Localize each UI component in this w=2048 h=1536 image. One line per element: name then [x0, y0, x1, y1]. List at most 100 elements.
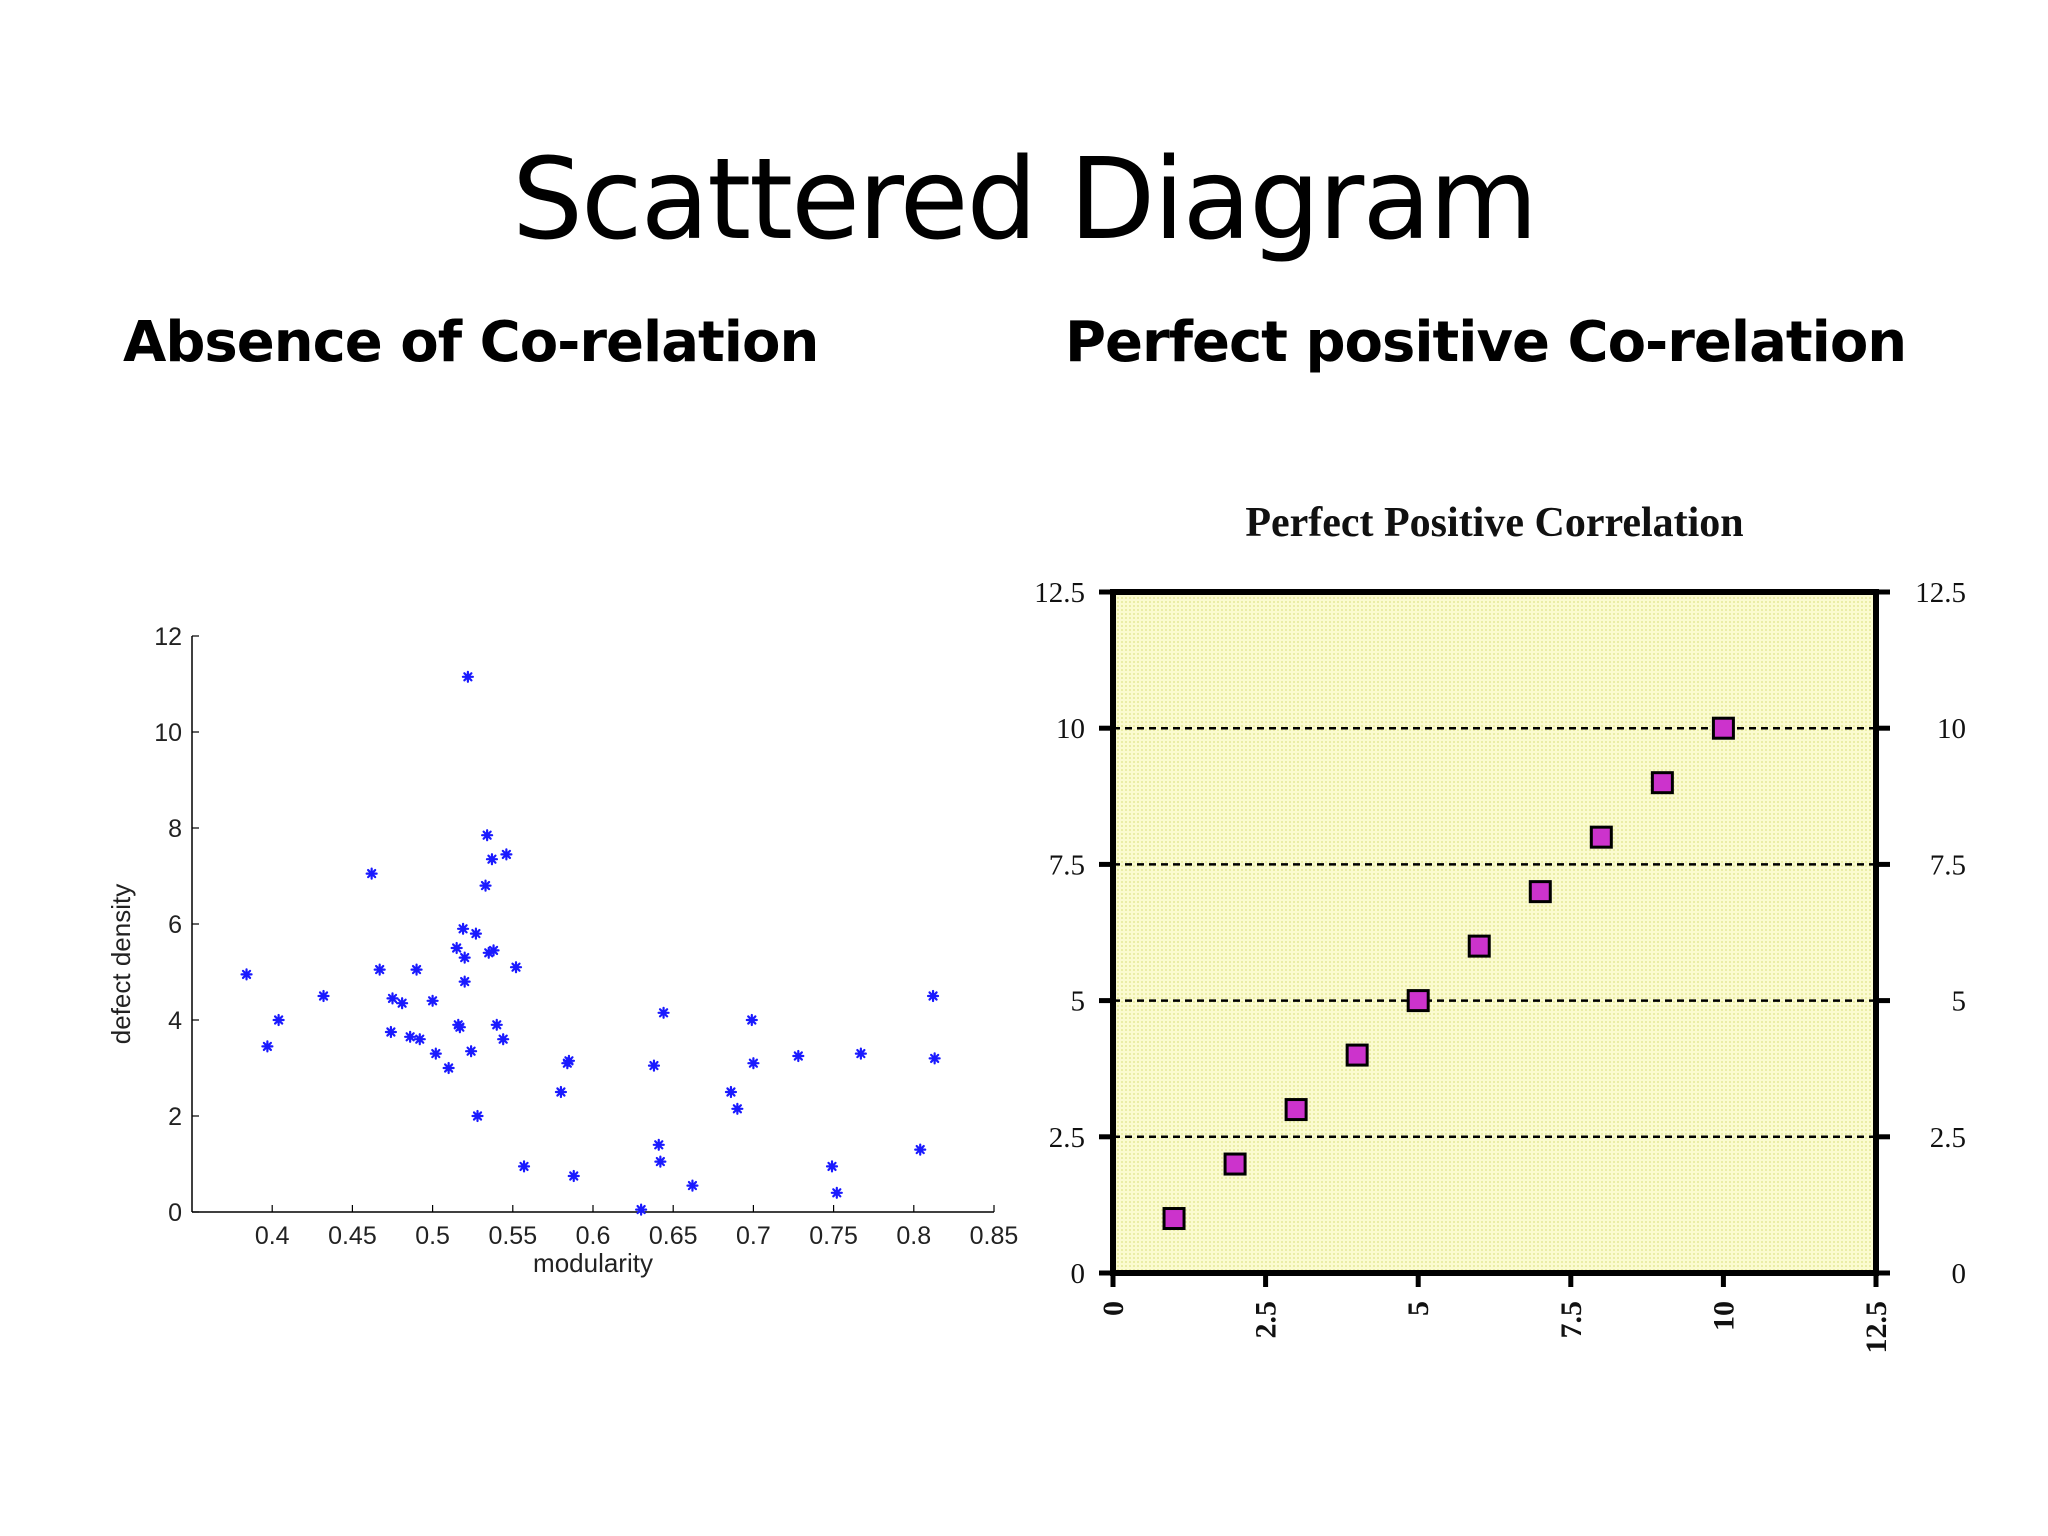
data-point [1223, 1152, 1247, 1176]
x-tick-label: 0.7 [736, 1222, 771, 1250]
y-tick-label: 4 [168, 1007, 182, 1035]
x-tick-label: 0.45 [328, 1222, 377, 1250]
right-y-tick-label: 2.5 [1930, 1122, 1966, 1154]
data-point [1406, 989, 1430, 1013]
plot-frame [1110, 589, 1879, 1276]
x-tick-label: 0.65 [649, 1222, 698, 1250]
data-point [429, 1047, 442, 1060]
data-point [453, 1021, 466, 1034]
data-point [404, 1030, 417, 1043]
data-point [442, 1061, 455, 1075]
left-y-tick-label: 5 [1071, 986, 1086, 1018]
y-tick-label: 2 [168, 1103, 182, 1131]
data-point [830, 1186, 843, 1199]
data-point [481, 829, 494, 842]
data-point [497, 1033, 510, 1046]
data-point [487, 944, 500, 957]
data-point [396, 997, 409, 1010]
y-tick-label: 10 [154, 719, 182, 747]
y-axis-label: defect density [106, 884, 136, 1044]
data-point [654, 1155, 667, 1168]
data-point [386, 992, 399, 1005]
x-tick-label: 12.5 [1860, 1301, 1893, 1354]
data-point [686, 1179, 699, 1192]
data-point [317, 989, 330, 1003]
heading-perfect-positive-correlation: Perfect positive Co-relation [1065, 310, 1907, 375]
data-point [825, 1160, 839, 1173]
data-point [1650, 771, 1674, 795]
x-tick-label: 0.85 [970, 1222, 1019, 1250]
y-tick-label: 0 [168, 1199, 182, 1227]
x-tick-label: 2.5 [1250, 1301, 1283, 1339]
y-tick-label: 8 [168, 815, 182, 843]
data-point [490, 1018, 503, 1031]
data-point [1711, 716, 1735, 740]
data-point [657, 1006, 670, 1019]
right-y-tick-label: 7.5 [1930, 849, 1966, 881]
data-point [500, 848, 513, 861]
right-y-tick-label: 5 [1952, 986, 1967, 1018]
x-tick-label: 0.6 [576, 1222, 611, 1250]
data-point [1284, 1098, 1308, 1122]
data-point [792, 1049, 805, 1063]
left-y-tick-label: 0 [1071, 1258, 1086, 1290]
data-point [461, 670, 474, 683]
x-tick-label: 0.55 [488, 1222, 537, 1250]
right-y-tick-label: 12.5 [1915, 577, 1966, 609]
y-tick-label: 12 [154, 623, 182, 651]
data-point [635, 1203, 648, 1216]
data-point [272, 1013, 285, 1027]
data-point [1162, 1207, 1186, 1231]
x-axis-label: modularity [533, 1248, 653, 1278]
data-point [261, 1040, 274, 1053]
data-point [365, 867, 378, 880]
data-point [652, 1138, 665, 1151]
data-point [469, 927, 483, 940]
slide-title: Scattered Diagram [511, 135, 1538, 265]
data-point [471, 1109, 484, 1123]
data-point [747, 1057, 760, 1070]
x-tick-label: 7.5 [1555, 1301, 1588, 1339]
data-point [854, 1047, 867, 1060]
data-point [647, 1059, 661, 1072]
data-point [517, 1160, 531, 1173]
data-point [567, 1169, 580, 1183]
data-point [458, 951, 471, 964]
data-point [509, 961, 523, 974]
data-point [426, 994, 439, 1007]
data-point [1345, 1043, 1369, 1067]
data-point [745, 1013, 758, 1027]
data-point [413, 1033, 426, 1046]
chart-title: Perfect Positive Correlation [1245, 500, 1743, 546]
data-point [724, 1085, 738, 1099]
left-y-tick-label: 7.5 [1049, 849, 1085, 881]
data-point [450, 941, 463, 955]
data-point [410, 963, 423, 976]
data-point [384, 1025, 397, 1039]
right-y-tick-label: 10 [1937, 713, 1966, 745]
data-point [479, 879, 492, 892]
heading-absence-of-correlation: Absence of Co-relation [123, 310, 819, 375]
x-tick-label: 0.8 [896, 1222, 931, 1250]
x-tick-label: 0 [1097, 1301, 1130, 1316]
left-y-tick-label: 12.5 [1034, 577, 1085, 609]
data-point [485, 853, 499, 866]
x-tick-label: 10 [1707, 1301, 1740, 1331]
left-y-tick-label: 10 [1056, 713, 1085, 745]
data-point [373, 963, 386, 976]
data-point [926, 989, 940, 1003]
x-tick-label: 0.75 [809, 1222, 858, 1250]
x-tick-label: 0.5 [415, 1222, 450, 1250]
data-point [554, 1085, 568, 1099]
left-y-tick-label: 2.5 [1049, 1122, 1085, 1154]
data-point [465, 1045, 478, 1058]
x-tick-label: 5 [1402, 1301, 1435, 1316]
data-point [1467, 934, 1491, 958]
data-point [240, 968, 253, 981]
data-point [914, 1143, 927, 1156]
data-point [458, 975, 471, 988]
right-y-tick-label: 0 [1952, 1258, 1967, 1290]
data-point [1589, 825, 1613, 849]
data-point [1528, 880, 1552, 904]
